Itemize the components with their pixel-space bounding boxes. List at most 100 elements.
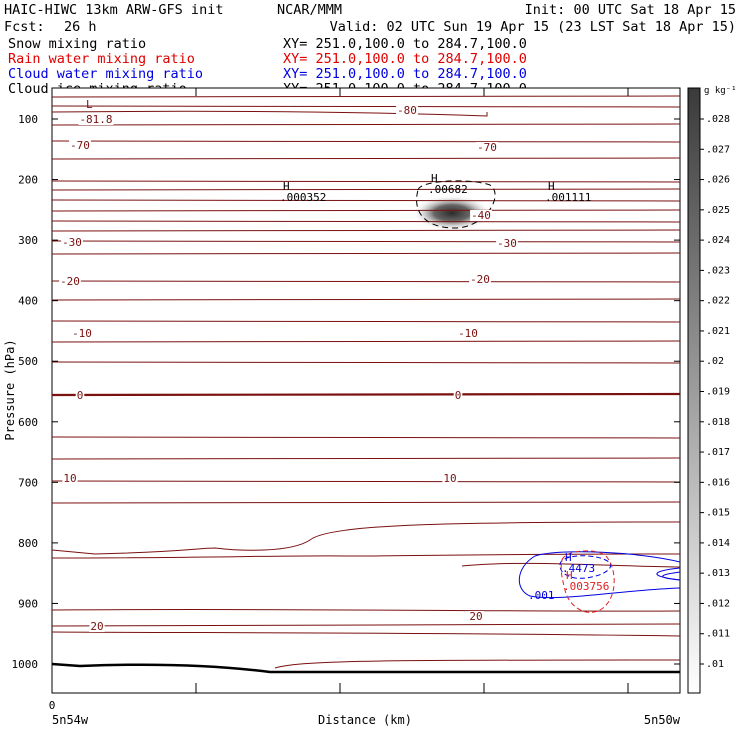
colorbar-tick-label: .016 (706, 477, 730, 488)
y-tick-label: 1000 (12, 658, 39, 671)
label-backing (59, 276, 81, 287)
y-tick-label: 700 (18, 476, 38, 489)
cloud-water-contour (518, 551, 680, 599)
isotherm-label: -30 (62, 236, 82, 249)
isotherm-label: 20 (469, 610, 482, 623)
isotherm-line (52, 457, 680, 460)
colorbar-tick-label: .018 (706, 417, 730, 428)
label-backing (476, 142, 498, 153)
x-axis-label: Distance (km) (318, 713, 412, 727)
label-backing (75, 390, 85, 401)
extremum-marker: H (431, 172, 438, 185)
isotherm-line (52, 631, 680, 637)
isotherm-label: -81.8 (79, 113, 112, 126)
isotherm-line (52, 608, 680, 612)
isotherm-line (52, 229, 680, 232)
colorbar-tick-label: .012 (706, 598, 730, 609)
isotherm-label: 0 (455, 389, 462, 402)
extremum-marker: H (548, 180, 555, 193)
colorbar-tick-label: .024 (706, 235, 730, 246)
isotherm-line (52, 252, 680, 255)
init-time: Init: 00 UTC Sat 18 Apr 15 (525, 2, 736, 18)
colorbar-tick-label: .021 (706, 326, 730, 337)
colorbar-unit: g kg⁻¹ (704, 86, 737, 96)
terrain-line (52, 662, 680, 674)
isotherm-line (52, 220, 680, 223)
isotherm-line (52, 436, 680, 439)
isotherm-label: 0 (77, 389, 84, 402)
isotherm-line (52, 298, 680, 301)
label-backing (62, 473, 78, 484)
isotherm-label: -20 (470, 273, 490, 286)
forecast-hours: 26 h (64, 19, 97, 35)
legend-entry-xy: XY= 251.0,100.0 to 284.7,100.0 (283, 66, 527, 82)
isotherm-line (52, 188, 680, 191)
isotherm-line (52, 480, 680, 483)
isotherm-line (52, 280, 680, 283)
org-label: NCAR/MMM (277, 2, 342, 18)
y-tick-label: 400 (18, 295, 38, 308)
snow-contour (416, 180, 496, 229)
isotherm-label: 20 (90, 620, 103, 633)
label-backing (78, 114, 114, 125)
label-backing (496, 238, 518, 249)
isotherm-line (52, 320, 680, 323)
mixing-ratio-contours (416, 180, 680, 613)
legend-entry-xy: XY= 251.0,100.0 to 284.7,100.0 (283, 36, 527, 52)
colorbar-tick-label: .026 (706, 175, 730, 186)
colorbar (687, 87, 701, 694)
isotherm-label: -10 (458, 327, 478, 340)
label-backing (469, 274, 491, 285)
legend-entry-label: Rain water mixing ratio (8, 51, 195, 67)
isotherm-label: -30 (497, 237, 517, 250)
isotherm-label: -80 (397, 104, 417, 117)
isotherm-line (274, 659, 680, 669)
isotherm-line (52, 501, 680, 504)
extremum-marker: L (86, 98, 93, 111)
label-backing (89, 621, 105, 632)
colorbar-tick-label: .02 (706, 356, 724, 367)
isotherm-line (52, 392, 680, 397)
isotherm-line (52, 157, 680, 160)
x-start-label: 0 (49, 699, 56, 712)
isotherm-label: -70 (477, 141, 497, 154)
label-backing (61, 237, 83, 248)
colorbar-tick-label: .014 (706, 538, 730, 549)
extremum-value: .003756 (563, 580, 609, 593)
isotherm-line (52, 623, 680, 627)
isotherm-line (52, 110, 488, 117)
isotherm-line (52, 180, 680, 183)
x-axis (51, 88, 629, 693)
y-tick-label: 500 (18, 355, 38, 368)
cloud-water-contour (662, 571, 680, 581)
isotherm-line (52, 340, 680, 343)
label-backing (71, 328, 93, 339)
isotherm-line (52, 209, 680, 212)
contour-labels: -81.8 -80 -70 -70 -40 -30 -30 -20 -20 -10 -10 0 0 10 1… (59, 98, 609, 633)
extremum-marker: H (283, 180, 290, 193)
extremum-value: .00682 (428, 183, 468, 196)
forecast-label: Fcst: (4, 19, 45, 35)
label-backing (468, 611, 484, 622)
legend-entry-label: Cloud water mixing ratio (8, 66, 203, 82)
x-left-location: 5n54w (52, 713, 89, 727)
y-tick-label: 300 (18, 234, 38, 247)
colorbar-tick-label: .027 (706, 144, 730, 155)
isotherm-label: 10 (443, 472, 456, 485)
label-backing (396, 105, 418, 116)
isotherm-line (52, 199, 680, 202)
y-axis-label: Pressure (hPa) (3, 339, 17, 440)
x-right-location: 5n50w (644, 713, 681, 727)
legend-entry-label: Snow mixing ratio (8, 36, 146, 52)
isotherm-label: -10 (72, 327, 92, 340)
colorbar-tick-label: .017 (706, 447, 730, 458)
colorbar-tick-label: .01 (706, 659, 724, 670)
colorbar-tick-label: .023 (706, 265, 730, 276)
extremum-value: .001111 (545, 191, 591, 204)
extremum-value: .4473 (562, 562, 595, 575)
colorbar-tick-label: .013 (706, 568, 730, 579)
colorbar-tick-label: .011 (706, 629, 730, 640)
rain-water-contour (560, 550, 615, 613)
y-tick-label: 800 (18, 537, 38, 550)
